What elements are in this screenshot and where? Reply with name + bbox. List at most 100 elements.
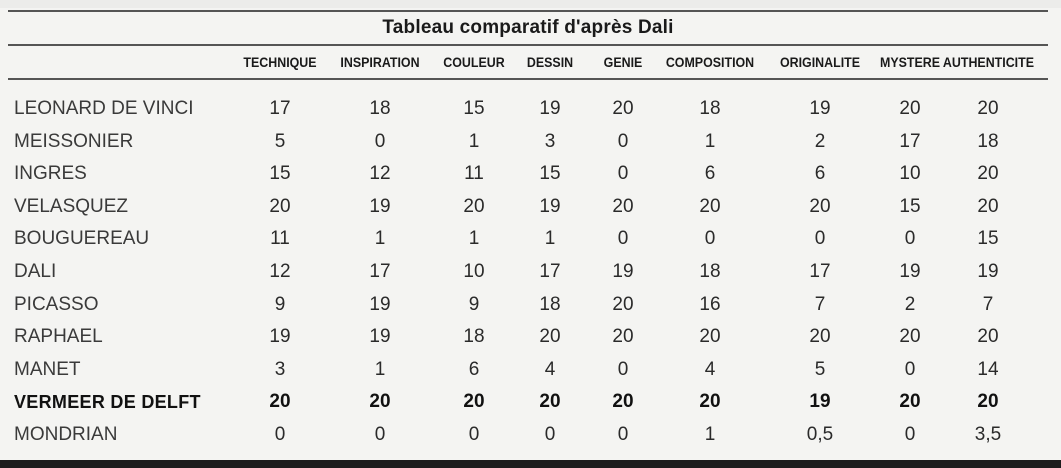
score-cell: 12	[369, 163, 391, 185]
score-cell: 6	[814, 163, 826, 185]
score-cell: 18	[463, 326, 485, 348]
score-cell: 0	[617, 423, 629, 445]
score-cell: 20	[899, 391, 921, 413]
table-row: PICASSO 9 19 9 18 20 16 7 2 7	[8, 289, 1048, 322]
score-cell: 20	[699, 391, 721, 413]
score-cell: 20	[269, 195, 291, 217]
score-cell: 20	[977, 326, 999, 348]
score-cell: 0	[904, 423, 916, 445]
score-cell: 20	[699, 326, 721, 348]
score-cell: 18	[369, 98, 391, 119]
score-cell: 15	[539, 163, 561, 185]
column-header-couleur: COULEUR	[443, 55, 505, 70]
row-artist-name: MEISSONIER	[14, 130, 134, 152]
score-cell: 19	[369, 195, 391, 217]
score-cell: 20	[612, 326, 634, 348]
score-cell: 18	[699, 98, 721, 119]
score-cell: 0	[617, 130, 629, 152]
score-cell: 18	[977, 130, 999, 152]
score-cell: 0	[374, 130, 386, 152]
score-cell: 3,5	[974, 423, 1002, 445]
score-cell: 4	[704, 358, 716, 380]
score-cell: 20	[699, 195, 721, 217]
score-cell: 17	[899, 130, 921, 152]
table-row: BOUGUEREAU 11 1 1 1 0 0 0 0 15	[8, 223, 1048, 256]
score-cell: 0	[704, 228, 716, 250]
score-cell: 20	[809, 195, 831, 217]
score-cell: 20	[612, 391, 634, 413]
score-cell: 19	[809, 98, 831, 119]
row-artist-name: INGRES	[14, 163, 87, 185]
score-cell: 15	[899, 195, 921, 217]
score-cell: 11	[270, 228, 290, 250]
score-cell: 11	[464, 163, 484, 185]
score-cell: 0	[374, 423, 386, 445]
table-row: INGRES 15 12 11 15 0 6 6 10 20	[8, 158, 1048, 191]
score-cell: 17	[269, 98, 291, 119]
score-cell: 20	[899, 326, 921, 348]
score-cell: 2	[814, 130, 826, 152]
score-cell: 1	[468, 130, 480, 152]
score-cell: 0	[617, 358, 629, 380]
row-artist-name: DALI	[14, 260, 57, 282]
score-cell: 19	[612, 260, 634, 282]
score-cell: 14	[977, 358, 999, 380]
score-cell: 20	[463, 391, 485, 413]
score-cell: 0	[617, 163, 629, 185]
score-cell: 17	[369, 260, 391, 282]
score-cell: 1	[468, 228, 480, 250]
table-row: VELASQUEZ 20 19 20 19 20 20 20 15 20	[8, 191, 1048, 224]
score-cell: 10	[463, 260, 485, 282]
score-cell: 10	[899, 163, 921, 185]
column-header-technique: TECHNIQUE	[243, 55, 317, 70]
column-header-mystere: MYSTERE	[879, 55, 941, 70]
score-cell: 20	[899, 98, 921, 119]
score-cell: 20	[977, 163, 999, 185]
row-artist-name: BOUGUEREAU	[14, 228, 150, 250]
score-cell: 20	[977, 98, 999, 119]
table-title: Tableau comparatif d'après Dali	[382, 17, 674, 38]
score-cell: 19	[369, 326, 391, 348]
score-cell: 19	[539, 195, 561, 217]
score-cell: 0	[468, 423, 480, 445]
score-cell: 0	[544, 423, 556, 445]
score-cell: 0	[904, 228, 916, 250]
score-cell: 20	[539, 326, 561, 348]
score-cell: 17	[809, 260, 831, 282]
score-cell: 19	[899, 260, 921, 282]
score-cell: 20	[809, 326, 831, 348]
score-cell: 18	[539, 293, 561, 315]
table-row: VERMEER DE DELFT 20 20 20 20 20 20 19 20 20	[8, 386, 1048, 419]
score-cell: 3	[274, 358, 286, 380]
column-header-composition: COMPOSITION	[665, 55, 755, 70]
score-cell: 20	[612, 195, 634, 217]
score-cell: 5	[274, 130, 286, 152]
score-cell: 2	[904, 293, 916, 315]
column-header-dessin: DESSIN	[526, 55, 574, 70]
score-cell: 0	[814, 228, 826, 250]
score-cell: 0,5	[806, 423, 834, 445]
score-cell: 15	[977, 228, 999, 250]
score-cell: 1	[544, 228, 556, 250]
score-cell: 20	[977, 391, 999, 413]
score-cell: 18	[699, 260, 721, 282]
table-body: LEONARD DE VINCI 17 18 15 19 20 18 19 20 20 MEISSO…	[8, 93, 1048, 452]
row-artist-name: MONDRIAN	[14, 423, 118, 445]
column-header-originalite: ORIGINALITE	[779, 55, 861, 70]
column-header-inspiration: INSPIRATION	[340, 55, 420, 70]
table-row: MEISSONIER 5 0 1 3 0 1 2 17 18	[8, 126, 1048, 159]
score-cell: 6	[468, 358, 480, 380]
table-title-row: Tableau comparatif d'après Dali	[8, 10, 1048, 46]
row-artist-name: VELASQUEZ	[14, 195, 129, 217]
score-cell: 19	[809, 391, 831, 413]
score-cell: 6	[704, 163, 716, 185]
score-cell: 20	[463, 195, 485, 217]
column-header-genie: GENIE	[603, 55, 643, 70]
table-row: DALI 12 17 10 17 19 18 17 19 19	[8, 256, 1048, 289]
row-artist-name: RAPHAEL	[14, 326, 103, 348]
score-cell: 19	[269, 326, 291, 348]
score-cell: 20	[369, 391, 391, 413]
score-cell: 1	[374, 228, 386, 250]
score-cell: 12	[269, 260, 291, 282]
score-cell: 3	[544, 130, 556, 152]
